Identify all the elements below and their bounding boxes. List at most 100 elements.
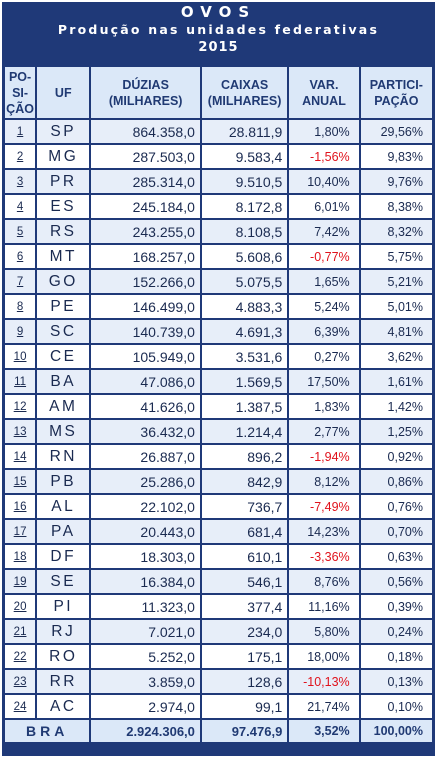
total-row: BRA 2.924.306,0 97.476,9 3,52% 100,00% [5,720,432,742]
table-row: 10 CE 105.949,0 3.531,6 0,27% 3,62% [5,345,432,368]
row-uf: SP [37,120,90,143]
row-caixas: 546,1 [201,570,288,593]
table-title: OVOS [180,3,257,21]
table-row: 19 SE 16.384,0 546,1 8,76% 0,56% [5,570,432,593]
total-var-anual: 3,52% [289,720,359,742]
column-header-participacao: PARTICI- PAÇÃO [360,67,432,118]
row-duzias: 2.974,0 [91,695,200,718]
row-var-anual: 0,27% [289,345,359,368]
row-caixas: 28.811,9 [201,120,288,143]
column-header-position-line2: SI- [12,85,29,100]
row-var-anual: -1,56% [289,145,359,168]
row-var-anual: 14,23% [289,520,359,543]
row-var-anual: -1,94% [289,445,359,468]
row-position: 12 [5,395,36,418]
row-var-anual: 17,50% [289,370,359,393]
total-duzias: 2.924.306,0 [91,720,200,742]
table-row: 18 DF 18.303,0 610,1 -3,36% 0,63% [5,545,432,568]
row-position: 1 [5,120,36,143]
row-caixas: 842,9 [201,470,288,493]
row-position: 7 [5,270,36,293]
row-participacao: 0,63% [360,545,432,568]
row-uf: PB [37,470,90,493]
row-duzias: 243.255,0 [91,220,200,243]
row-duzias: 864.358,0 [91,120,200,143]
row-caixas: 736,7 [201,495,288,518]
row-duzias: 41.626,0 [91,395,200,418]
row-uf: MS [37,420,90,443]
row-var-anual: 6,39% [289,320,359,343]
row-uf: SE [37,570,90,593]
table-year: 2015 [198,40,239,55]
row-participacao: 0,86% [360,470,432,493]
row-var-anual: 6,01% [289,195,359,218]
column-header-caixas: CAIXAS (MILHARES) [201,67,288,118]
row-participacao: 0,39% [360,595,432,618]
row-duzias: 287.503,0 [91,145,200,168]
row-duzias: 168.257,0 [91,245,200,268]
table-row: 16 AL 22.102,0 736,7 -7,49% 0,76% [5,495,432,518]
table-row: 6 MT 168.257,0 5.608,6 -0,77% 5,75% [5,245,432,268]
table-row: 20 PI 11.323,0 377,4 11,16% 0,39% [5,595,432,618]
row-position: 2 [5,145,36,168]
row-uf: RN [37,445,90,468]
row-position: 4 [5,195,36,218]
row-var-anual: 1,65% [289,270,359,293]
row-uf: ES [37,195,90,218]
total-participacao: 100,00% [360,720,432,742]
row-participacao: 29,56% [360,120,432,143]
row-position: 18 [5,545,36,568]
row-caixas: 5.075,5 [201,270,288,293]
table-row: 24 AC 2.974,0 99,1 21,74% 0,10% [5,695,432,718]
table-header: OVOS Produção nas unidades federativas 2… [2,2,435,64]
row-uf: RO [37,645,90,668]
row-duzias: 285.314,0 [91,170,200,193]
row-uf: PI [37,595,90,618]
row-participacao: 3,62% [360,345,432,368]
row-position: 13 [5,420,36,443]
row-duzias: 26.887,0 [91,445,200,468]
row-caixas: 8.172,8 [201,195,288,218]
row-caixas: 8.108,5 [201,220,288,243]
row-participacao: 5,01% [360,295,432,318]
row-caixas: 1.387,5 [201,395,288,418]
table-subtitle: Produção nas unidades federativas [57,22,380,37]
row-uf: GO [37,270,90,293]
row-duzias: 20.443,0 [91,520,200,543]
row-caixas: 5.608,6 [201,245,288,268]
row-participacao: 8,38% [360,195,432,218]
row-var-anual: 11,16% [289,595,359,618]
row-position: 19 [5,570,36,593]
column-header-var-line2: ANUAL [302,93,346,108]
column-header-caixas-line2: (MILHARES) [207,93,282,108]
table-row: 13 MS 36.432,0 1.214,4 2,77% 1,25% [5,420,432,443]
row-participacao: 0,76% [360,495,432,518]
row-uf: PA [37,520,90,543]
row-participacao: 0,92% [360,445,432,468]
row-duzias: 152.266,0 [91,270,200,293]
row-participacao: 0,18% [360,645,432,668]
row-duzias: 140.739,0 [91,320,200,343]
table-row: 11 BA 47.086,0 1.569,5 17,50% 1,61% [5,370,432,393]
row-duzias: 36.432,0 [91,420,200,443]
column-header-duzias-line2: (MILHARES) [108,93,183,108]
row-caixas: 99,1 [201,695,288,718]
table-row: 1 SP 864.358,0 28.811,9 1,80% 29,56% [5,120,432,143]
column-header-var-line1: VAR. [309,77,339,92]
row-var-anual: 5,24% [289,295,359,318]
row-uf: SC [37,320,90,343]
row-position: 21 [5,620,36,643]
column-header-position-line3: ÇÃO [6,101,34,116]
row-participacao: 8,32% [360,220,432,243]
table-row: 23 RR 3.859,0 128,6 -10,13% 0,13% [5,670,432,693]
total-label: BRA [5,720,90,742]
row-position: 11 [5,370,36,393]
row-position: 9 [5,320,36,343]
row-uf: CE [37,345,90,368]
row-uf: PR [37,170,90,193]
row-var-anual: 21,74% [289,695,359,718]
row-caixas: 3.531,6 [201,345,288,368]
row-var-anual: -0,77% [289,245,359,268]
row-uf: RS [37,220,90,243]
row-duzias: 146.499,0 [91,295,200,318]
